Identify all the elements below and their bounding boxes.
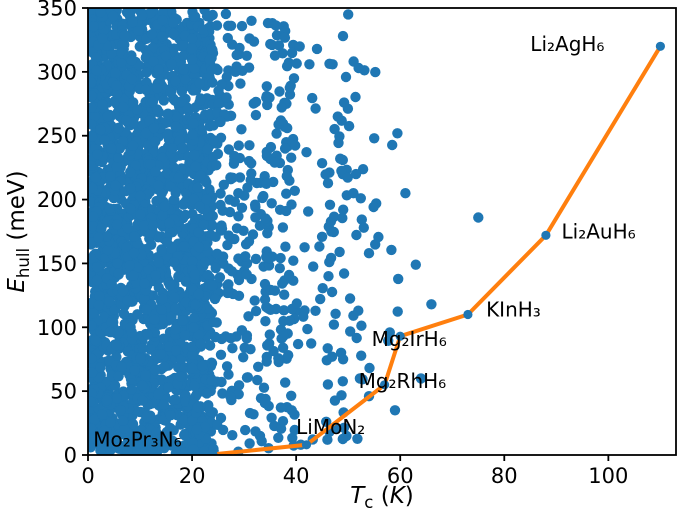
point-annotations: Mo₂Pr₃N₆ LiMoN₂ Mg₂RhH₆ Mg₂IrH₆ KInH₃ Li₂AuH₆…: [93, 32, 635, 452]
y-tick-label: 150: [37, 252, 77, 276]
y-tick-label: 100: [37, 316, 77, 340]
x-tick-label: 0: [81, 464, 94, 488]
x-tick-label: 80: [491, 464, 518, 488]
y-axis-label: Ehull (meV): [4, 170, 33, 292]
x-axis-label: Tc (K): [350, 483, 414, 512]
y-axis: 0 50 100 150 200 250 300 350: [37, 0, 88, 468]
plot-area-border: [87, 7, 677, 456]
point-annotation: Li₂AgH₆: [530, 32, 604, 56]
point-annotation: LiMoN₂: [296, 415, 365, 439]
x-tick-label: 40: [283, 464, 310, 488]
y-tick-label: 0: [64, 444, 77, 468]
pareto-points: [208, 41, 666, 455]
y-tick-label: 50: [50, 380, 77, 404]
x-tick-label: 100: [588, 464, 628, 488]
y-tick-label: 350: [37, 0, 77, 21]
point-annotation: Li₂AuH₆: [562, 220, 636, 244]
y-tick-label: 300: [37, 60, 77, 84]
point-annotation: KInH₃: [486, 297, 541, 321]
x-tick-label: 20: [179, 464, 206, 488]
x-tick-label: 60: [387, 464, 414, 488]
point-annotation: Mg₂IrH₆: [372, 327, 447, 351]
scatter-points: [88, 8, 484, 455]
x-axis: 0 20 40 60 80 100: [81, 455, 628, 488]
y-tick-label: 250: [37, 124, 77, 148]
y-tick-label: 200: [37, 188, 77, 212]
point-annotation: Mg₂RhH₆: [359, 369, 447, 393]
point-annotation: Mo₂Pr₃N₆: [93, 428, 181, 452]
